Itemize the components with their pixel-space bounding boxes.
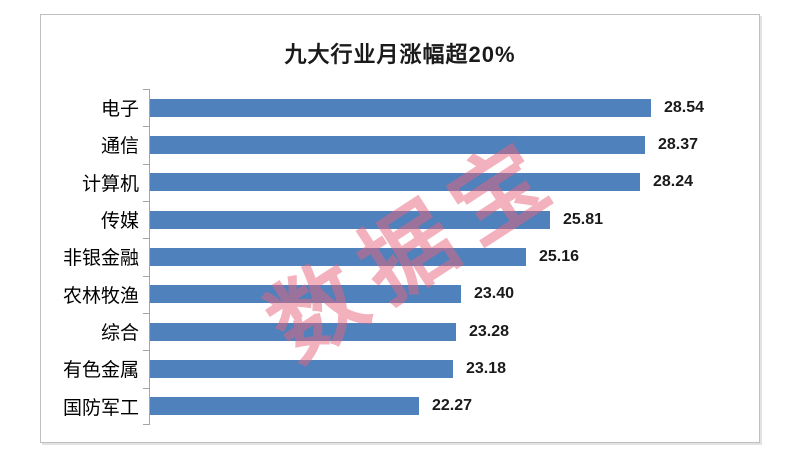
- axis-tick: [143, 424, 149, 425]
- bar: [150, 98, 651, 117]
- axis-tick: [143, 388, 149, 389]
- category-label: 农林牧渔: [62, 285, 139, 307]
- axis-tick: [143, 238, 149, 239]
- bar-row: 通信 28.37: [41, 126, 759, 163]
- bar: [150, 397, 419, 416]
- plot-area: 电子 28.54 通信 28.37 计算机 28.24 传媒 25.81 非银金融 25.16 农林…: [41, 89, 759, 425]
- chart-title: 九大行业月涨幅超20%: [284, 42, 516, 67]
- value-label: 23.18: [466, 359, 507, 377]
- category-label: 综合: [100, 323, 139, 345]
- value-label: 28.37: [658, 135, 699, 153]
- bar-row: 有色金属 23.18: [41, 350, 759, 387]
- bar: [150, 359, 453, 378]
- y-axis-line: [149, 89, 150, 425]
- category-label: 传媒: [100, 211, 139, 233]
- bar: [150, 210, 550, 229]
- bar-rows-container: 电子 28.54 通信 28.37 计算机 28.24 传媒 25.81 非银金融 25.16 农林…: [41, 89, 759, 425]
- bar-row: 非银金融 25.16: [41, 238, 759, 275]
- bar-row: 国防军工 22.27: [41, 388, 759, 425]
- bar-row: 电子 28.54: [41, 89, 759, 126]
- bar-row: 农林牧渔 23.40: [41, 276, 759, 313]
- category-label: 有色金属: [62, 360, 139, 382]
- value-label: 22.27: [432, 397, 473, 415]
- bar-row: 计算机 28.24: [41, 164, 759, 201]
- bar: [150, 247, 526, 266]
- value-label: 25.81: [563, 210, 604, 228]
- category-label: 非银金融: [62, 248, 139, 270]
- value-label: 23.28: [469, 322, 510, 340]
- category-label: 计算机: [81, 173, 139, 195]
- bar: [150, 173, 640, 192]
- category-label: 国防军工: [62, 397, 139, 419]
- axis-tick: [143, 313, 149, 314]
- axis-tick: [143, 164, 149, 165]
- category-label: 通信: [100, 136, 139, 158]
- bar: [150, 135, 645, 154]
- value-label: 23.40: [474, 285, 515, 303]
- axis-tick: [143, 350, 149, 351]
- axis-tick: [143, 126, 149, 127]
- chart-frame: 九大行业月涨幅超20% 电子 28.54 通信 28.37 计算机 28.24 传媒 25.8…: [40, 14, 760, 443]
- bar: [150, 322, 456, 341]
- value-label: 28.24: [653, 173, 694, 191]
- axis-tick: [143, 201, 149, 202]
- bar-row: 传媒 25.81: [41, 201, 759, 238]
- axis-tick: [143, 89, 149, 90]
- value-label: 25.16: [539, 247, 580, 265]
- value-label: 28.54: [664, 98, 705, 116]
- axis-tick: [143, 276, 149, 277]
- bar: [150, 285, 461, 304]
- bar-row: 综合 23.28: [41, 313, 759, 350]
- category-label: 电子: [100, 99, 139, 121]
